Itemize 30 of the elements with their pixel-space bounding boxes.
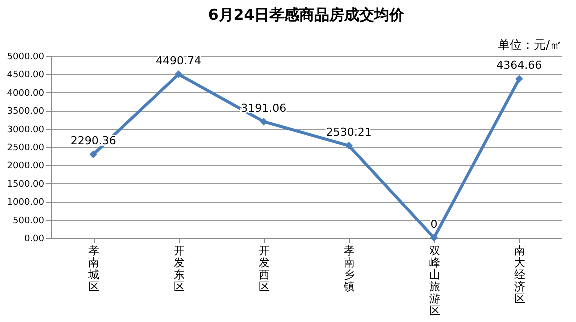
y-tick-label: 1000.00: [7, 198, 45, 208]
text: 3191.06: [241, 102, 287, 115]
point: [90, 150, 98, 159]
x-tick-label: 孝南乡镇: [343, 244, 356, 294]
text: 单位：元/㎡: [498, 38, 562, 52]
y-tick-label: 500.00: [13, 216, 45, 226]
chart-title: 6月24日孝感商品房成交均价: [208, 6, 406, 24]
y-tick-label: 2000.00: [7, 162, 45, 172]
y-tick-label: 3000.00: [7, 125, 45, 136]
y-tick-label: 3500.00: [7, 107, 45, 118]
point: [260, 118, 268, 126]
x-tick-label: 孝南城区: [88, 244, 100, 294]
text: 4490.74: [156, 54, 202, 68]
y-tick-label: 4000.00: [7, 88, 45, 99]
x-tick-label: 开发西区: [258, 244, 270, 294]
point: [345, 142, 353, 150]
x-tick-label: 开发东区: [174, 244, 185, 294]
x-tick-label: 双峰山旅游区: [429, 244, 440, 318]
y-tick-label: 5000.00: [7, 52, 45, 62]
point: [430, 234, 438, 242]
y-tick-label: 1500.00: [7, 180, 45, 190]
x-tick-label: 南大经济区: [514, 244, 526, 306]
y-tick-label: 0.00: [24, 234, 45, 244]
point: [174, 70, 183, 78]
y-tick-label: 2500.00: [7, 144, 45, 154]
y-tick-label: 4500.00: [7, 70, 45, 81]
point: [516, 75, 524, 83]
text: 0: [430, 218, 438, 231]
text: 4364.66: [496, 59, 542, 72]
text: 2530.21: [326, 126, 372, 139]
